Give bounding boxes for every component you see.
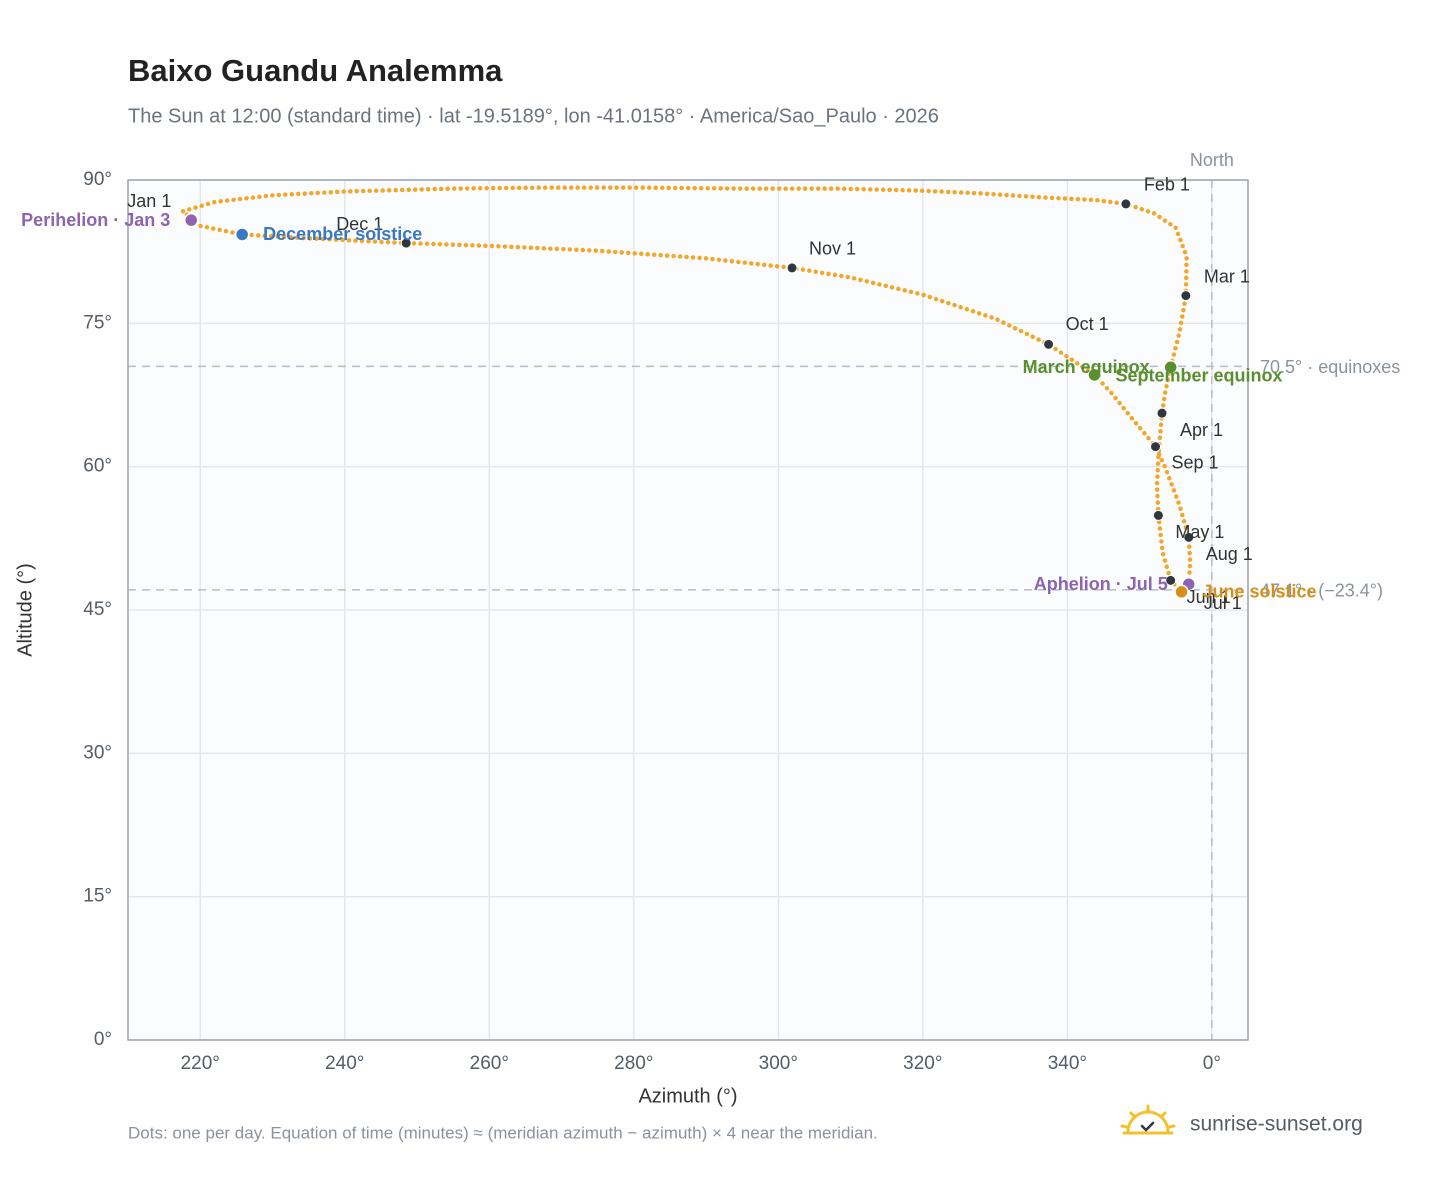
month-dot (1183, 531, 1195, 543)
brand-logo (1120, 1104, 1176, 1135)
x-tick-label: 280° (614, 1053, 653, 1074)
event-dot (1174, 584, 1189, 600)
event-label: June solstice (1203, 582, 1317, 602)
y-axis-label: Altitude (°) (14, 563, 36, 657)
event-label: Perihelion · Jan 3 (21, 210, 170, 230)
analemma-dots (176, 185, 1193, 596)
event-dot (1163, 360, 1178, 375)
y-tick-label: 45° (83, 599, 112, 620)
footnote: Dots: one per day. Equation of time (min… (128, 1123, 878, 1142)
month-dot (400, 237, 412, 249)
event-dot (1087, 367, 1102, 383)
y-tick-label: 90° (83, 169, 112, 190)
month-label: Mar 1 (1204, 266, 1250, 286)
month-label: Apr 1 (1180, 420, 1223, 440)
x-axis-label: Azimuth (°) (638, 1085, 737, 1107)
month-dot (1156, 407, 1168, 419)
month-label: Oct 1 (1066, 314, 1109, 334)
y-tick-label: 60° (83, 456, 112, 477)
y-tick-label: 30° (83, 742, 112, 763)
reference-label: 47.1° · (−23.4°) (1260, 581, 1383, 601)
event-label: December solstice (263, 224, 422, 244)
north-label: North (1190, 150, 1234, 170)
x-tick-label: 260° (470, 1053, 509, 1074)
month-dot (1120, 198, 1132, 210)
x-tick-label: 0° (1203, 1053, 1221, 1074)
brand-name: sunrise-sunset.org (1190, 1113, 1363, 1136)
event-label: September equinox (1115, 366, 1282, 386)
month-label: Aug 1 (1206, 544, 1253, 564)
marks (176, 185, 1196, 600)
month-label: Nov 1 (809, 239, 856, 259)
month-dot (1150, 441, 1162, 453)
x-tick-label: 240° (325, 1053, 364, 1074)
month-label: Feb 1 (1144, 175, 1190, 195)
event-label: March equinox (1023, 357, 1150, 377)
month-label: May 1 (1175, 522, 1224, 542)
plot-border (127, 179, 1249, 1041)
month-label: Jul 1 (1204, 593, 1242, 613)
month-dot (786, 262, 798, 274)
x-tick-label: 320° (903, 1053, 942, 1074)
y-tick-label: 15° (83, 886, 112, 907)
reference-label: 70.5° · equinoxes (1260, 357, 1400, 377)
month-dot (1152, 509, 1164, 521)
event-dot (234, 227, 250, 242)
month-dot (1165, 574, 1177, 586)
y-tick-label: 0° (94, 1029, 112, 1050)
grid (128, 179, 1248, 1041)
x-tick-label: 300° (759, 1053, 798, 1074)
month-label: Sep 1 (1172, 452, 1219, 472)
y-tick-label: 75° (83, 312, 112, 333)
month-dot (1180, 290, 1192, 302)
month-label: Jan 1 (127, 191, 171, 211)
month-dot (1043, 338, 1055, 350)
chart-title: Baixo Guandu Analemma (128, 53, 503, 88)
chart-subtitle: The Sun at 12:00 (standard time) · lat -… (128, 105, 939, 127)
month-label: Dec 1 (336, 214, 383, 234)
x-tick-label: 340° (1048, 1053, 1087, 1074)
event-dot (183, 212, 199, 228)
x-tick-label: 220° (181, 1053, 220, 1074)
month-label: Jun 1 (1187, 587, 1231, 607)
event-label: Aphelion · Jul 5 (1034, 574, 1168, 594)
